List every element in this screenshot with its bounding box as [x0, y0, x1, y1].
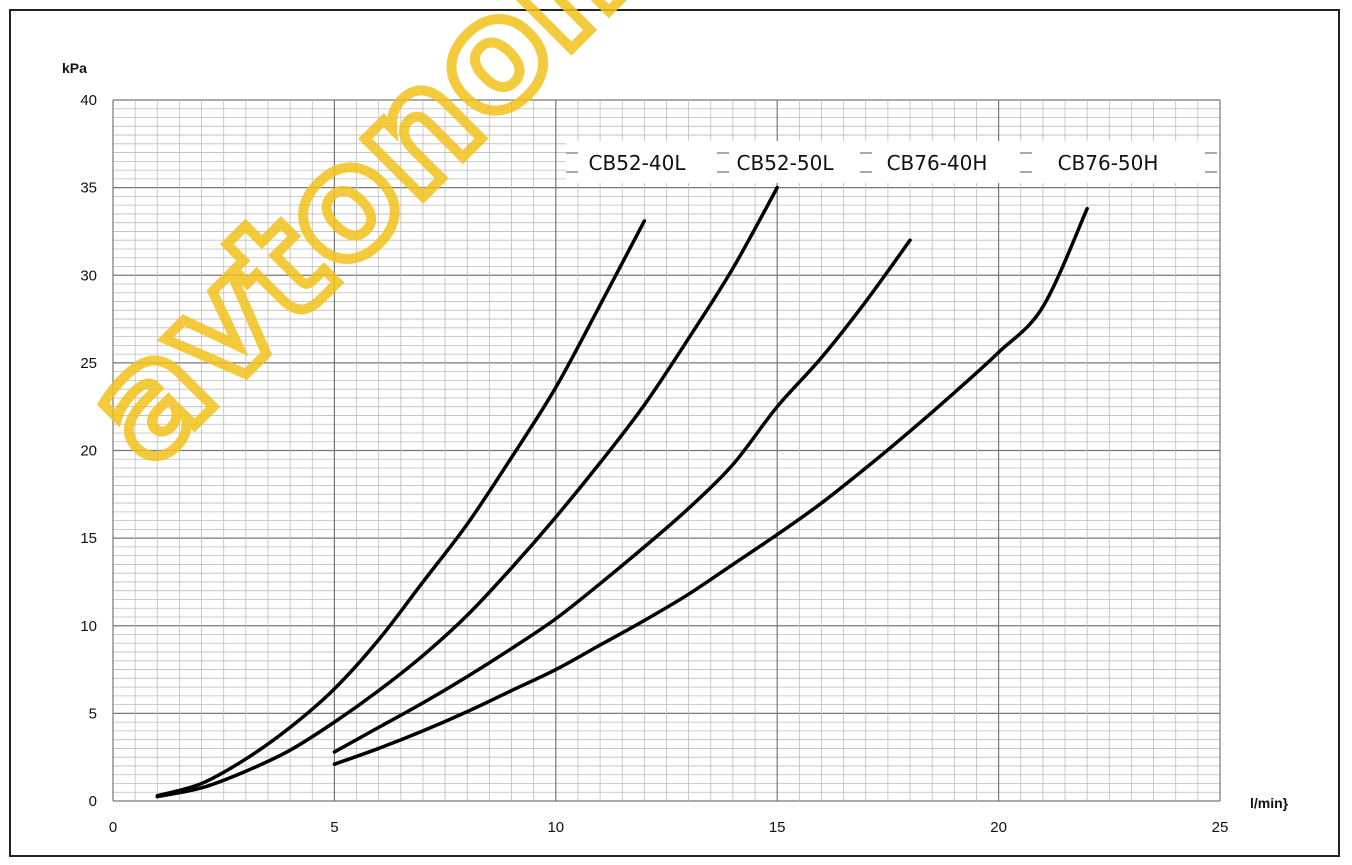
y-tick-label: 15 [80, 530, 97, 547]
x-tick-label: 10 [547, 819, 564, 836]
x-tick-label: 25 [1212, 819, 1229, 836]
legend-label: CB76-40H [887, 151, 988, 175]
grid [112, 99, 1221, 802]
legend-label: CB52-50L [737, 151, 835, 175]
y-tick-label: 20 [80, 443, 97, 460]
series-lines [155, 185, 1089, 799]
series-line-cb52-40l [155, 219, 647, 798]
legend-label: CB76-50H [1058, 151, 1159, 175]
x-axis-label: l/min} [1250, 795, 1289, 811]
legend: CB52-40L CB52-50L CB76-40H CB76-50H [566, 141, 1219, 183]
series-line-cb76-50h [332, 206, 1089, 766]
series-line-cb76-40h [332, 238, 912, 754]
x-tick-label: 15 [769, 819, 786, 836]
y-tick-label: 35 [80, 180, 97, 197]
legend-label: CB52-40L [589, 151, 687, 175]
x-tick-label: 5 [330, 819, 338, 836]
y-tick-label: 0 [89, 793, 97, 810]
axes: 0 5 10 15 20 25 30 35 40 0 5 10 15 20 25 [80, 92, 1228, 836]
y-tick-label: 10 [80, 618, 97, 635]
y-tick-label: 5 [89, 705, 97, 722]
y-tick-label: 30 [80, 267, 97, 284]
x-tick-label: 20 [990, 819, 1007, 836]
series-line-cb52-50l [155, 185, 779, 799]
y-tick-label: 25 [80, 355, 97, 372]
chart-frame [9, 9, 1340, 857]
y-axis-label: kPa [62, 60, 87, 76]
watermark-logo: avtonom [52, 0, 698, 495]
legend-box [566, 141, 1219, 183]
y-tick-label: 40 [80, 92, 97, 109]
x-tick-label: 0 [109, 819, 117, 836]
